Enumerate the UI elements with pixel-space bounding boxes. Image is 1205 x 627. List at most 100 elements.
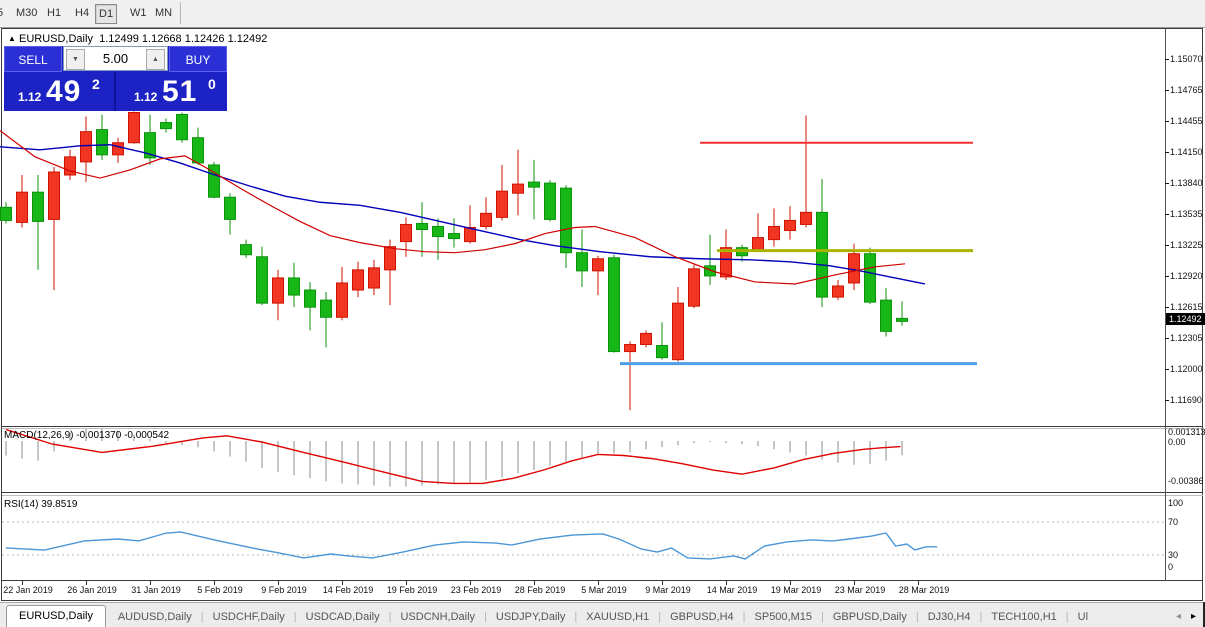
- chart-tab-audusd-daily[interactable]: AUDUSD,Daily: [117, 611, 192, 623]
- tab-separator: |: [293, 611, 297, 623]
- toolbar-separator: [180, 2, 181, 24]
- price-axis-label: 1.14455: [1170, 116, 1203, 127]
- volume-increase-icon[interactable]: ▲: [146, 49, 165, 70]
- buy-price-point: 0: [208, 76, 216, 92]
- buy-price[interactable]: 1.12 51 0: [116, 72, 227, 111]
- price-tick: [1165, 337, 1169, 339]
- timeframe-button-m30[interactable]: M30: [16, 7, 38, 19]
- time-tick: [22, 581, 23, 585]
- timeframe-button-5[interactable]: 5: [0, 4, 6, 22]
- buy-price-pips: 51: [162, 75, 198, 108]
- tab-separator: |: [200, 611, 204, 623]
- price-tick: [1165, 59, 1169, 60]
- price-axis-label: 1.12920: [1170, 270, 1203, 281]
- current-price-badge: 1.12492: [1166, 313, 1205, 326]
- price-axis-label: 1.13840: [1170, 178, 1203, 189]
- price-tick: [1165, 121, 1169, 123]
- ohlc-close: 1.12492: [227, 33, 268, 45]
- time-tick: [790, 581, 791, 585]
- chart-tab-eurusd-daily[interactable]: EURUSD,Daily: [6, 605, 106, 627]
- date-label: 23 Mar 2019: [834, 585, 886, 595]
- chart-tab-usdjpy-daily[interactable]: USDJPY,Daily: [495, 611, 566, 623]
- chart-tab-bar: EURUSD,Daily | AUDUSD,Daily | USDCHF,Daily | U…: [0, 602, 1205, 627]
- volume-decrease-icon[interactable]: ▼: [66, 49, 85, 70]
- ohlc-open: 1.12499: [99, 33, 139, 45]
- collapse-panel-icon[interactable]: ▲: [8, 34, 16, 43]
- window-edge: [1203, 602, 1205, 627]
- price-axis-label: 1.12305: [1170, 332, 1203, 343]
- timeframe-button-mn[interactable]: MN: [155, 7, 173, 19]
- date-label: 9 Feb 2019: [261, 585, 307, 595]
- tab-scroll-right-icon[interactable]: ▸: [1190, 611, 1196, 622]
- chart-tab-xauusd-h1[interactable]: XAUUSD,H1: [586, 611, 650, 623]
- sell-price[interactable]: 1.12 49 2: [4, 72, 116, 111]
- chart-tab-sp500-m15[interactable]: SP500,M15: [754, 611, 812, 623]
- buy-button[interactable]: BUY: [169, 46, 227, 72]
- time-tick: [662, 581, 663, 585]
- time-tick: [150, 581, 151, 585]
- timeframe-button-h4[interactable]: H4: [75, 7, 90, 19]
- date-label: 23 Feb 2019: [450, 585, 502, 595]
- time-tick: [534, 581, 535, 585]
- date-label: 14 Feb 2019: [322, 585, 374, 595]
- time-tick: [470, 581, 471, 585]
- timeframe-toolbar: 5 M30 H1 H4 D1 W1 MN: [0, 0, 1205, 28]
- sell-button[interactable]: SELL: [4, 46, 62, 72]
- tab-separator: |: [821, 611, 824, 623]
- time-tick: [406, 581, 407, 585]
- price-axis-label: 1.15070: [1170, 54, 1203, 64]
- price-tick: [1165, 213, 1169, 215]
- macd-scale-label: -0.00386: [1168, 476, 1204, 486]
- tab-scroll-left-icon[interactable]: ◂: [1175, 611, 1181, 622]
- pane-separator[interactable]: [2, 426, 1203, 427]
- chart-tab-usdcad-daily[interactable]: USDCAD,Daily: [305, 611, 380, 623]
- date-label: 19 Feb 2019: [386, 585, 438, 595]
- tab-separator: |: [742, 611, 746, 623]
- ohlc-high: 1.12668: [141, 33, 182, 45]
- price-axis-label: 1.12615: [1170, 301, 1203, 312]
- chart-tab-gbpusd-h4[interactable]: GBPUSD,H4: [670, 611, 734, 623]
- chart-tab-usdchf-daily[interactable]: USDCHF,Daily: [212, 611, 285, 623]
- date-label: 31 Jan 2019: [131, 585, 181, 595]
- sell-price-handle: 1.12: [18, 90, 42, 104]
- chart-tab-gbpusd-daily[interactable]: GBPUSD,Daily: [832, 611, 907, 623]
- timeframe-button-h1[interactable]: H1: [47, 7, 62, 19]
- ohlc-low: 1.12426: [184, 33, 225, 45]
- rsi-scale-label: 100: [1168, 498, 1184, 508]
- timeframe-button-w1[interactable]: W1: [130, 7, 147, 19]
- chart-tab-dj30-h4[interactable]: DJ30,H4: [927, 611, 971, 623]
- price-axis-separator: [1165, 29, 1166, 581]
- volume-input[interactable]: 5.00: [102, 51, 129, 66]
- macd-scale-label: 0.00: [1168, 437, 1186, 447]
- volume-stepper: ▼ 5.00 ▲: [63, 46, 168, 71]
- rsi-scale-label: 0: [1168, 562, 1174, 572]
- price-tick: [1165, 275, 1169, 277]
- time-tick: [86, 581, 87, 585]
- macd-label: MACD(12,26,9) -0.001370 -0.000542: [4, 430, 170, 441]
- chart-tab-usdcnh-daily[interactable]: USDCNH,Daily: [400, 611, 476, 623]
- price-axis-label: 1.11690: [1170, 395, 1202, 405]
- chart-tab-ul[interactable]: Ul: [1077, 611, 1089, 623]
- chart-tab-tech100-h1[interactable]: TECH100,H1: [991, 611, 1057, 623]
- time-tick: [342, 581, 343, 585]
- price-tick: [1165, 400, 1169, 401]
- date-label: 9 Mar 2019: [645, 585, 691, 595]
- pane-separator[interactable]: [2, 492, 1203, 493]
- tab-separator: |: [574, 611, 578, 623]
- one-click-trading-panel: SELL ▼ 5.00 ▲ BUY 1.12 49 2 1.12 51 0: [4, 46, 227, 111]
- price-axis-label: 1.13535: [1170, 208, 1203, 219]
- price-tick: [1165, 89, 1169, 91]
- timeframe-button-d1[interactable]: D1: [95, 4, 118, 24]
- price-tick: [1165, 183, 1169, 185]
- pane-separator: [2, 580, 1203, 581]
- time-tick: [214, 581, 215, 585]
- time-tick: [726, 581, 727, 585]
- sell-price-point: 2: [92, 76, 100, 92]
- time-tick: [598, 581, 599, 585]
- tab-scroll-arrows: ◂ ▸: [1171, 611, 1201, 622]
- tab-separator: |: [915, 611, 919, 623]
- date-label: 22 Jan 2019: [3, 585, 53, 595]
- date-label: 5 Mar 2019: [581, 585, 627, 595]
- date-label: 26 Jan 2019: [67, 585, 117, 595]
